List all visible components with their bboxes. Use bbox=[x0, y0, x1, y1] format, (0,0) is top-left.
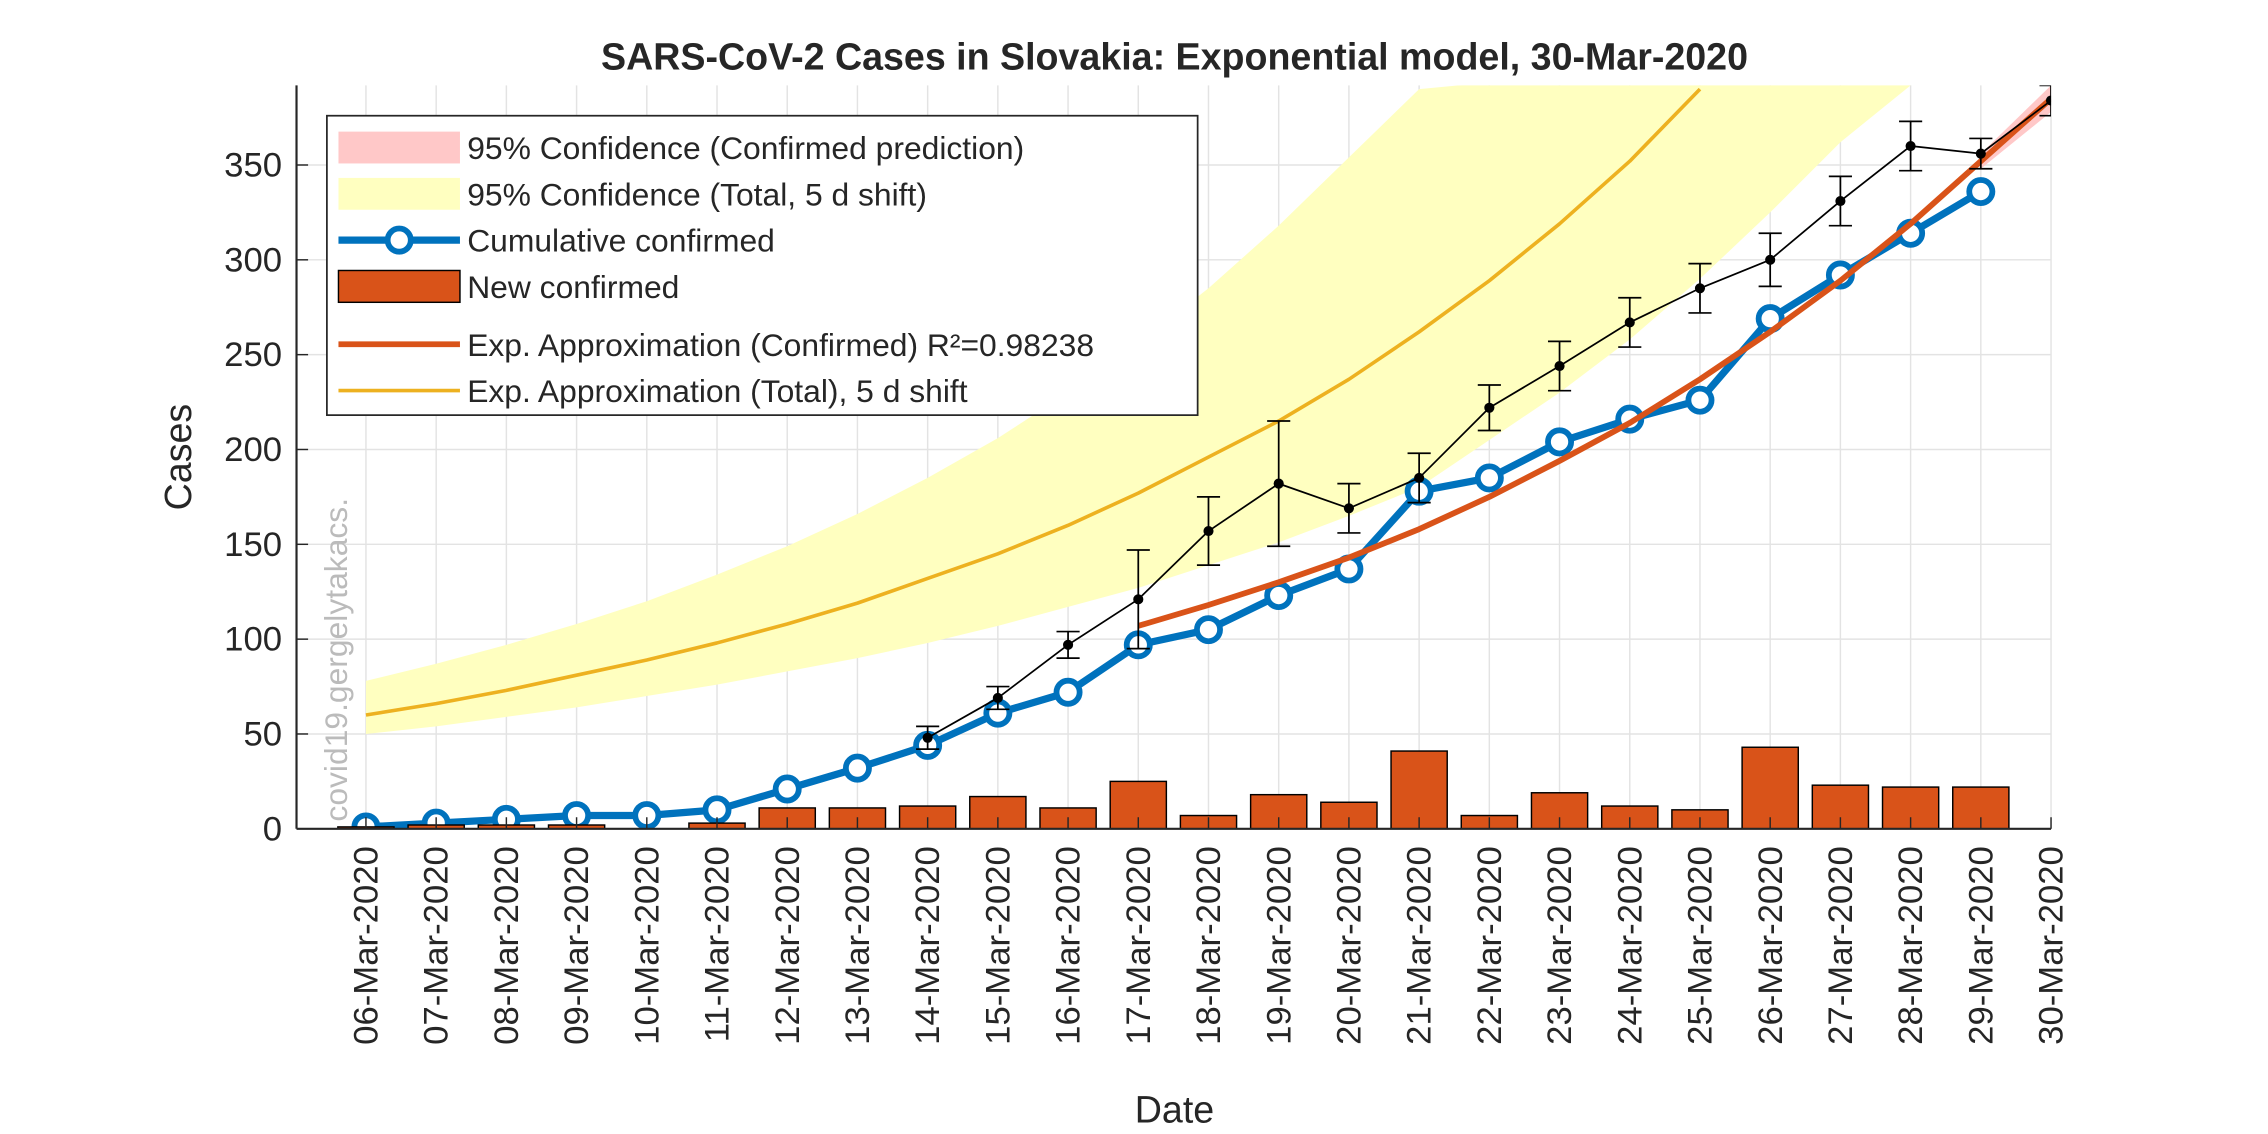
y-axis-label: Cases bbox=[157, 404, 199, 511]
legend-label: Cumulative confirmed bbox=[467, 223, 775, 259]
x-tick-label: 09-Mar-2020 bbox=[558, 846, 596, 1045]
x-tick-label: 16-Mar-2020 bbox=[1050, 846, 1088, 1045]
y-tick-label: 150 bbox=[224, 526, 282, 564]
point bbox=[1203, 525, 1214, 537]
y-tick-label: 100 bbox=[224, 621, 282, 659]
marker bbox=[1474, 463, 1504, 493]
marker bbox=[842, 753, 872, 783]
marker bbox=[1194, 615, 1223, 645]
legend-swatch bbox=[338, 177, 460, 210]
legend-label: 95% Confidence (Confirmed prediction) bbox=[467, 130, 1024, 166]
legend-box bbox=[326, 114, 1199, 416]
legend-swatch bbox=[337, 269, 461, 304]
point bbox=[922, 732, 933, 743]
x-tick-label: 29-Mar-2020 bbox=[1962, 846, 2000, 1045]
axes: 0 50 100 150 200 250 300 350 06-Mar-2020 07-Mar-2… bbox=[224, 85, 2071, 1045]
point bbox=[1694, 283, 1706, 294]
x-tick-label: 15-Mar-2020 bbox=[979, 846, 1017, 1045]
legend-marker bbox=[384, 225, 414, 255]
x-tick-label: 14-Mar-2020 bbox=[909, 846, 947, 1045]
point bbox=[1484, 402, 1495, 413]
x-tick-label: 27-Mar-2020 bbox=[1822, 846, 1860, 1045]
x-tick-label: 08-Mar-2020 bbox=[488, 846, 526, 1045]
x-tick-label: 10-Mar-2020 bbox=[628, 846, 666, 1045]
x-tick-label: 23-Mar-2020 bbox=[1541, 846, 1579, 1045]
x-tick-label: 07-Mar-2020 bbox=[418, 846, 456, 1045]
marker bbox=[1053, 677, 1083, 707]
point bbox=[992, 692, 1003, 704]
x-axis-label: Date bbox=[1135, 1088, 1214, 1130]
point bbox=[1414, 472, 1425, 483]
series-line bbox=[1137, 96, 2052, 629]
x-tick-label: 19-Mar-2020 bbox=[1260, 846, 1298, 1045]
x-tick-label: 24-Mar-2020 bbox=[1611, 846, 1649, 1045]
error-bar bbox=[2039, 85, 2052, 117]
marker bbox=[1545, 427, 1575, 457]
point bbox=[1554, 360, 1565, 372]
marker bbox=[772, 774, 802, 804]
bar bbox=[1390, 750, 1448, 829]
legend: 95% Confidence (Confirmed prediction) 95%… bbox=[326, 114, 1199, 416]
point bbox=[1624, 317, 1635, 328]
point bbox=[2045, 95, 2052, 106]
chart-title: SARS-CoV-2 Cases in Slovakia: Exponentia… bbox=[601, 35, 1748, 77]
marker bbox=[1685, 385, 1715, 415]
y-tick-label: 200 bbox=[224, 431, 282, 469]
legend-label: Exp. Approximation (Confirmed) R²=0.9823… bbox=[467, 327, 1094, 363]
point bbox=[1835, 195, 1846, 207]
x-tick-label: 06-Mar-2020 bbox=[348, 846, 386, 1045]
point bbox=[1063, 639, 1074, 650]
x-tick-label: 28-Mar-2020 bbox=[1892, 846, 1930, 1045]
x-tick-label: 18-Mar-2020 bbox=[1190, 846, 1228, 1045]
x-tick-label: 12-Mar-2020 bbox=[769, 846, 807, 1045]
series-line bbox=[365, 87, 1702, 717]
point bbox=[1905, 140, 1916, 152]
watermark: covid19.gergelytakacs. bbox=[318, 498, 354, 822]
x-tick-label: 22-Mar-2020 bbox=[1471, 846, 1509, 1045]
y-tick-label: 300 bbox=[224, 241, 282, 279]
x-tick-label: 17-Mar-2020 bbox=[1120, 846, 1158, 1045]
legend-label: 95% Confidence (Total, 5 d shift) bbox=[467, 176, 927, 212]
point bbox=[1975, 148, 1986, 159]
legend-label: New confirmed bbox=[467, 269, 679, 305]
x-tick-label: 26-Mar-2020 bbox=[1752, 846, 1790, 1045]
x-tick-label: 25-Mar-2020 bbox=[1682, 846, 1720, 1045]
legend-label: Exp. Approximation (Total), 5 d shift bbox=[467, 373, 968, 409]
x-tick-label: 13-Mar-2020 bbox=[839, 846, 877, 1045]
x-tick-label: 21-Mar-2020 bbox=[1401, 846, 1439, 1045]
marker bbox=[1966, 177, 1996, 207]
y-tick-label: 250 bbox=[224, 336, 282, 374]
point bbox=[1765, 254, 1776, 265]
x-tick-label: 20-Mar-2020 bbox=[1330, 846, 1368, 1045]
y-tick-label: 350 bbox=[224, 147, 282, 185]
x-tick-label: 11-Mar-2020 bbox=[699, 846, 737, 1042]
legend-swatch bbox=[338, 131, 460, 164]
point bbox=[1133, 594, 1144, 605]
x-tick-label: 30-Mar-2020 bbox=[2033, 846, 2071, 1045]
point bbox=[1273, 478, 1284, 489]
y-tick-label: 50 bbox=[243, 716, 282, 754]
bar bbox=[1741, 746, 1799, 829]
point bbox=[1343, 503, 1354, 514]
y-tick-label: 0 bbox=[263, 810, 282, 848]
